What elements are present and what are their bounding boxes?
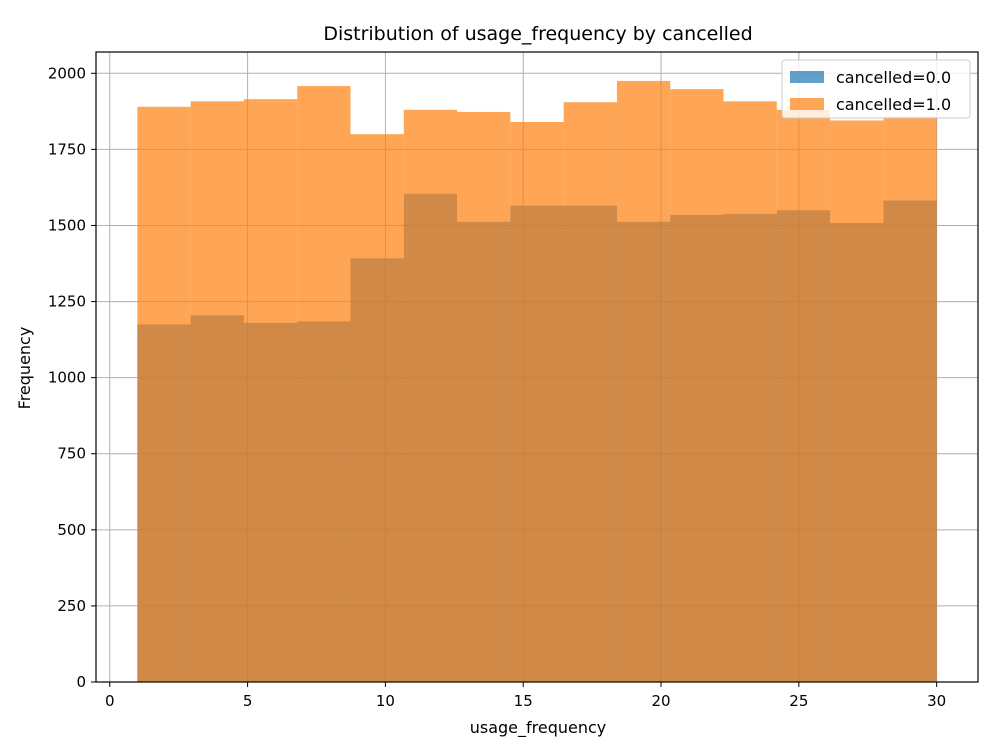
x-tick-label: 30 [927,692,946,710]
x-tick-label: 20 [651,692,670,710]
chart-title: Distribution of usage_frequency by cance… [323,23,752,45]
bar-series-1-bin-3 [297,86,351,682]
y-tick-label: 1500 [48,216,86,234]
legend: cancelled=0.0 cancelled=1.0 [781,59,971,119]
y-tick-label: 250 [57,597,86,615]
legend-label-1: cancelled=1.0 [836,95,951,114]
bar-series-1-bin-0 [137,106,191,683]
x-axis-label: usage_frequency [470,718,607,738]
bar-series-1-bin-11 [723,101,777,683]
x-tick-label: 0 [105,692,115,710]
y-tick-label: 500 [57,521,86,539]
legend-swatch-1 [790,98,824,110]
bar-series-1-bin-14 [883,116,937,683]
bar-series-1-bin-1 [190,101,244,683]
bar-series-1-bin-4 [350,134,404,682]
y-tick-label: 1250 [48,293,86,311]
y-tick-label: 1000 [48,369,86,387]
x-tick-label: 15 [514,692,533,710]
x-tick-label: 5 [243,692,253,710]
bar-series-1-bin-10 [670,89,724,682]
y-tick-label: 1750 [48,140,86,158]
y-tick-label: 0 [76,673,86,691]
x-tick-label: 25 [789,692,808,710]
histogram-bars [137,80,937,683]
y-tick-label: 2000 [48,64,86,82]
bar-series-1-bin-2 [243,99,298,683]
plot-frame [95,51,979,683]
y-tick-label: 750 [57,445,86,463]
legend-label-0: cancelled=0.0 [836,68,951,87]
bar-series-1-bin-6 [457,111,511,682]
bar-series-1-bin-7 [510,122,564,682]
bar-series-1-bin-12 [776,109,831,682]
y-axis-label: Frequency [15,327,34,410]
axes [91,51,979,687]
legend-box [781,59,971,119]
bar-series-1-bin-13 [830,120,884,682]
x-tick-label: 10 [376,692,395,710]
bar-series-1-bin-8 [563,102,617,682]
bar-series-1-bin-5 [403,109,458,682]
bar-series-1-bin-9 [616,80,671,683]
legend-swatch-0 [790,71,824,83]
tick-labels: 0 5 10 15 20 25 30 0 250 500 750 1000 1250 1500 1750 20… [48,64,946,710]
